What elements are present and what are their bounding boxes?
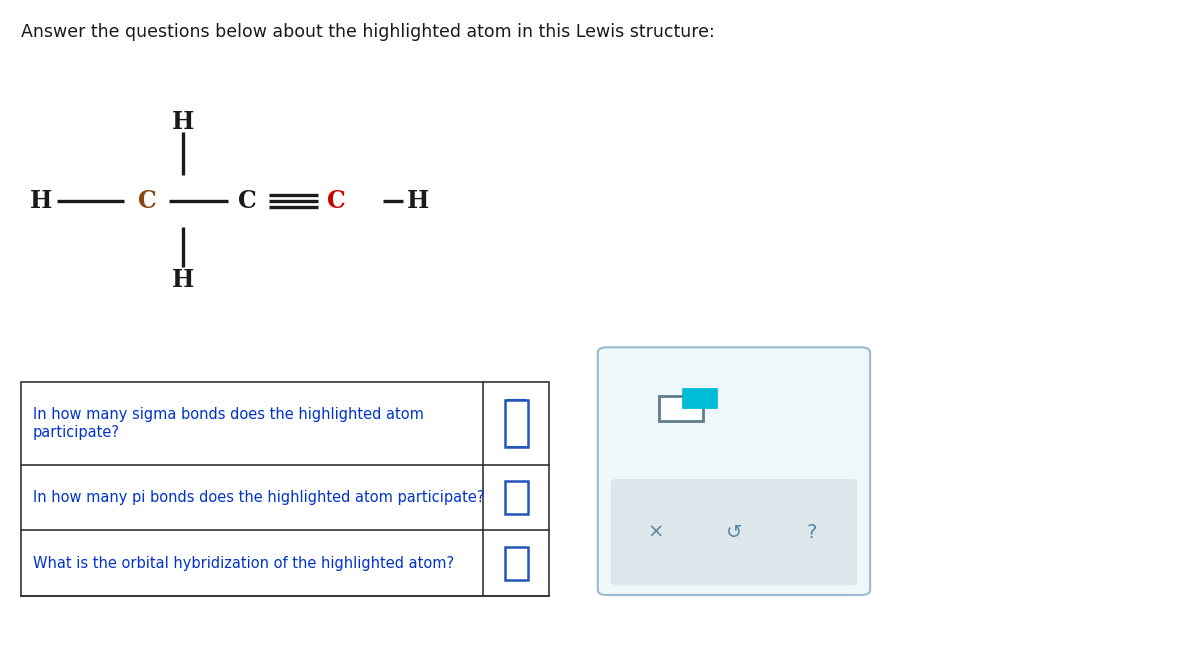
FancyBboxPatch shape <box>611 479 857 585</box>
Text: H: H <box>172 110 193 134</box>
FancyBboxPatch shape <box>598 347 870 595</box>
Text: H: H <box>172 268 193 292</box>
Text: ?: ? <box>806 523 817 542</box>
FancyBboxPatch shape <box>21 382 549 596</box>
FancyBboxPatch shape <box>505 547 528 580</box>
Text: C: C <box>238 189 257 213</box>
Text: H: H <box>408 189 429 213</box>
FancyBboxPatch shape <box>505 399 528 447</box>
Text: C: C <box>327 189 345 213</box>
Text: In how many sigma bonds does the highlighted atom
participate?: In how many sigma bonds does the highlig… <box>33 407 424 440</box>
Text: C: C <box>138 189 157 213</box>
Text: Answer the questions below about the highlighted atom in this Lewis structure:: Answer the questions below about the hig… <box>21 23 714 41</box>
Text: ×: × <box>647 523 664 542</box>
Text: What is the orbital hybridization of the highlighted atom?: What is the orbital hybridization of the… <box>33 556 454 571</box>
FancyBboxPatch shape <box>659 396 704 421</box>
Text: In how many pi bonds does the highlighted atom participate?: In how many pi bonds does the highlighte… <box>33 490 485 505</box>
Text: H: H <box>31 189 52 213</box>
FancyBboxPatch shape <box>505 481 528 514</box>
FancyBboxPatch shape <box>684 389 717 407</box>
Text: ↺: ↺ <box>726 523 742 542</box>
